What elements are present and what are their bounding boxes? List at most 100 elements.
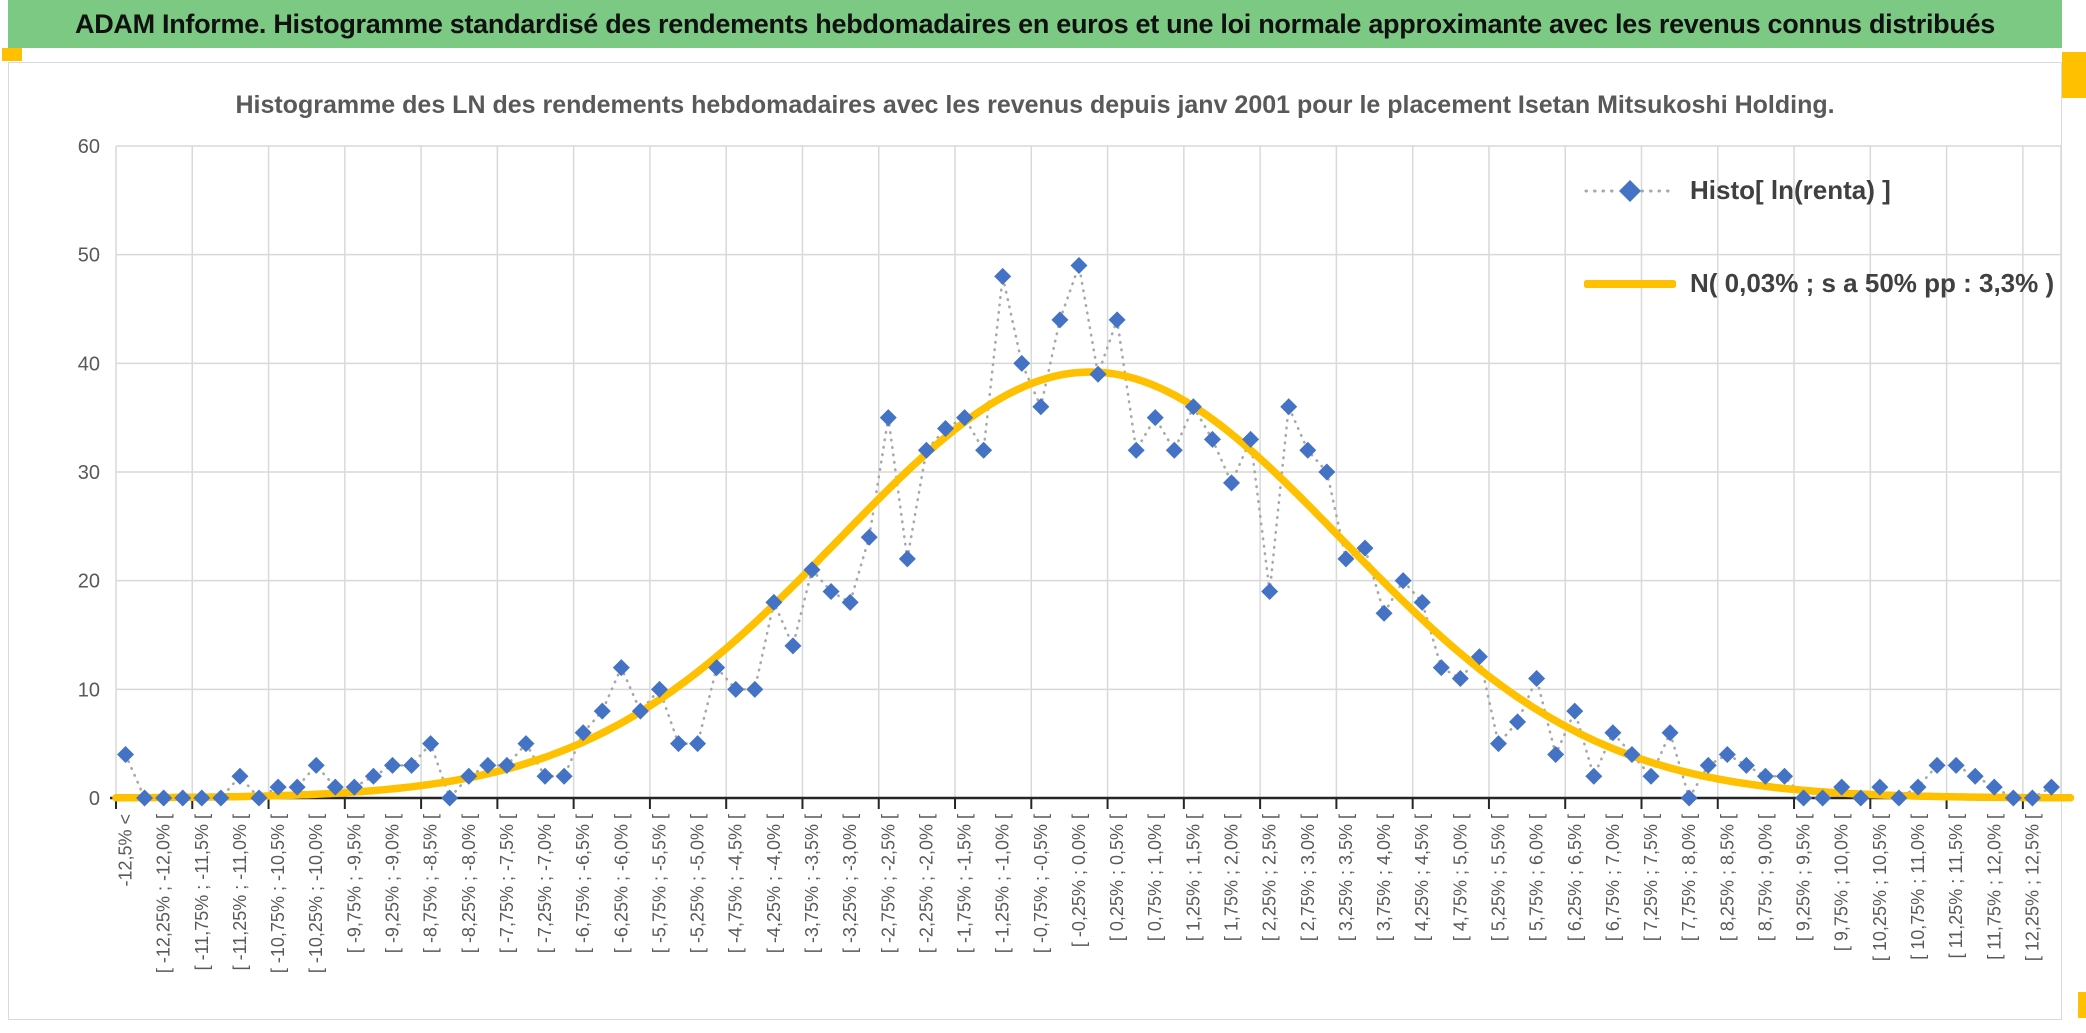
- data-point-diamond[interactable]: [650, 680, 668, 698]
- data-point-diamond[interactable]: [1985, 778, 2003, 796]
- data-point-diamond[interactable]: [1756, 767, 1774, 785]
- data-point-diamond[interactable]: [193, 789, 211, 807]
- data-point-diamond[interactable]: [1547, 746, 1565, 764]
- data-point-diamond[interactable]: [212, 789, 230, 807]
- data-point-diamond[interactable]: [1356, 539, 1374, 557]
- data-point-diamond[interactable]: [2004, 789, 2022, 807]
- data-point-diamond[interactable]: [860, 528, 878, 546]
- data-point-diamond[interactable]: [746, 680, 764, 698]
- data-point-diamond[interactable]: [1909, 778, 1927, 796]
- sheet-title-cell[interactable]: ADAM Informe. Histogramme standardisé de…: [8, 0, 2062, 48]
- data-point-diamond[interactable]: [250, 789, 268, 807]
- data-point-diamond[interactable]: [1127, 441, 1145, 459]
- data-point-diamond[interactable]: [1223, 474, 1241, 492]
- data-point-diamond[interactable]: [422, 735, 440, 753]
- data-point-diamond[interactable]: [517, 735, 535, 753]
- data-point-diamond[interactable]: [631, 702, 649, 720]
- data-point-diamond[interactable]: [1470, 648, 1488, 666]
- data-point-diamond[interactable]: [765, 593, 783, 611]
- data-point-diamond[interactable]: [803, 561, 821, 579]
- data-point-diamond[interactable]: [593, 702, 611, 720]
- data-point-diamond[interactable]: [1680, 789, 1698, 807]
- data-point-diamond[interactable]: [155, 789, 173, 807]
- data-point-diamond[interactable]: [917, 441, 935, 459]
- data-point-diamond[interactable]: [689, 735, 707, 753]
- data-point-diamond[interactable]: [288, 778, 306, 796]
- data-point-diamond[interactable]: [1814, 789, 1832, 807]
- data-point-diamond[interactable]: [1261, 583, 1279, 601]
- legend-entry-histogram[interactable]: Histo[ ln(renta) ]: [1584, 175, 2054, 206]
- data-point-diamond[interactable]: [498, 756, 516, 774]
- data-point-diamond[interactable]: [1966, 767, 1984, 785]
- data-point-diamond[interactable]: [364, 767, 382, 785]
- data-point-diamond[interactable]: [994, 267, 1012, 285]
- data-point-diamond[interactable]: [822, 583, 840, 601]
- data-point-diamond[interactable]: [403, 756, 421, 774]
- data-point-diamond[interactable]: [1604, 724, 1622, 742]
- data-point-diamond[interactable]: [1165, 441, 1183, 459]
- data-point-diamond[interactable]: [1566, 702, 1584, 720]
- data-point-diamond[interactable]: [1795, 789, 1813, 807]
- data-point-diamond[interactable]: [536, 767, 554, 785]
- data-point-diamond[interactable]: [1489, 735, 1507, 753]
- data-point-diamond[interactable]: [1699, 756, 1717, 774]
- data-point-diamond[interactable]: [727, 680, 745, 698]
- data-point-diamond[interactable]: [1928, 756, 1946, 774]
- data-point-diamond[interactable]: [574, 724, 592, 742]
- data-point-diamond[interactable]: [1375, 604, 1393, 622]
- data-point-diamond[interactable]: [1642, 767, 1660, 785]
- chart-title[interactable]: Histogramme des LN des rendements hebdom…: [235, 91, 1835, 119]
- data-point-diamond[interactable]: [1013, 354, 1031, 372]
- data-point-diamond[interactable]: [784, 637, 802, 655]
- data-point-diamond[interactable]: [345, 778, 363, 796]
- data-point-diamond[interactable]: [1585, 767, 1603, 785]
- histogram-dotted-line[interactable]: [124, 260, 2053, 802]
- data-point-diamond[interactable]: [936, 420, 954, 438]
- data-point-diamond[interactable]: [612, 659, 630, 677]
- data-point-diamond[interactable]: [1032, 398, 1050, 416]
- data-point-diamond[interactable]: [2042, 778, 2060, 796]
- data-point-diamond[interactable]: [307, 756, 325, 774]
- data-point-diamond[interactable]: [1776, 767, 1794, 785]
- data-point-diamond[interactable]: [383, 756, 401, 774]
- data-point-diamond[interactable]: [2023, 789, 2041, 807]
- data-point-diamond[interactable]: [1413, 593, 1431, 611]
- data-point-diamond[interactable]: [1108, 311, 1126, 329]
- data-point-diamond[interactable]: [269, 778, 287, 796]
- data-point-diamond[interactable]: [1661, 724, 1679, 742]
- data-point-diamond[interactable]: [1509, 713, 1527, 731]
- data-point-diamond[interactable]: [1528, 669, 1546, 687]
- data-point-diamond[interactable]: [670, 735, 688, 753]
- data-point-diamond[interactable]: [231, 767, 249, 785]
- data-point-diamond[interactable]: [117, 746, 135, 764]
- normal-curve-line[interactable]: [112, 368, 2075, 802]
- data-point-diamond[interactable]: [1203, 430, 1221, 448]
- data-point-diamond[interactable]: [1318, 463, 1336, 481]
- data-point-diamond[interactable]: [879, 409, 897, 427]
- data-point-diamond[interactable]: [841, 593, 859, 611]
- data-point-diamond[interactable]: [1890, 789, 1908, 807]
- data-point-diamond[interactable]: [1089, 365, 1107, 383]
- data-point-diamond[interactable]: [1947, 756, 1965, 774]
- data-point-diamond[interactable]: [1184, 398, 1202, 416]
- data-point-diamond[interactable]: [1299, 441, 1317, 459]
- data-point-diamond[interactable]: [1242, 430, 1260, 448]
- data-point-diamond[interactable]: [441, 789, 459, 807]
- data-point-diamond[interactable]: [1833, 778, 1851, 796]
- legend-entry-normal-curve[interactable]: N( 0,03% ; s a 50% pp : 3,3% ): [1584, 268, 2054, 299]
- data-point-diamond[interactable]: [1871, 778, 1889, 796]
- data-point-diamond[interactable]: [1852, 789, 1870, 807]
- data-point-diamond[interactable]: [1070, 257, 1088, 275]
- data-point-diamond[interactable]: [1737, 756, 1755, 774]
- data-point-diamond[interactable]: [708, 659, 726, 677]
- data-point-diamond[interactable]: [1394, 572, 1412, 590]
- data-point-diamond[interactable]: [1337, 550, 1355, 568]
- data-point-diamond[interactable]: [1451, 669, 1469, 687]
- data-point-diamond[interactable]: [555, 767, 573, 785]
- data-point-diamond[interactable]: [975, 441, 993, 459]
- data-point-diamond[interactable]: [1718, 746, 1736, 764]
- data-point-diamond[interactable]: [174, 789, 192, 807]
- chart-legend[interactable]: Histo[ ln(renta) ] N( 0,03% ; s a 50% pp…: [1584, 175, 2054, 299]
- data-point-diamond[interactable]: [136, 789, 154, 807]
- chart-object[interactable]: Histogramme des LN des rendements hebdom…: [8, 62, 2075, 1020]
